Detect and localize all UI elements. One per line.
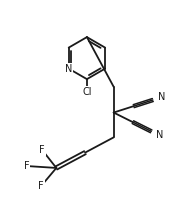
Text: F: F <box>24 161 30 171</box>
Text: N: N <box>158 92 165 102</box>
Text: F: F <box>38 181 44 191</box>
Text: F: F <box>39 145 45 155</box>
Text: N: N <box>65 64 72 74</box>
Text: N: N <box>156 130 163 140</box>
Text: Cl: Cl <box>82 87 92 97</box>
